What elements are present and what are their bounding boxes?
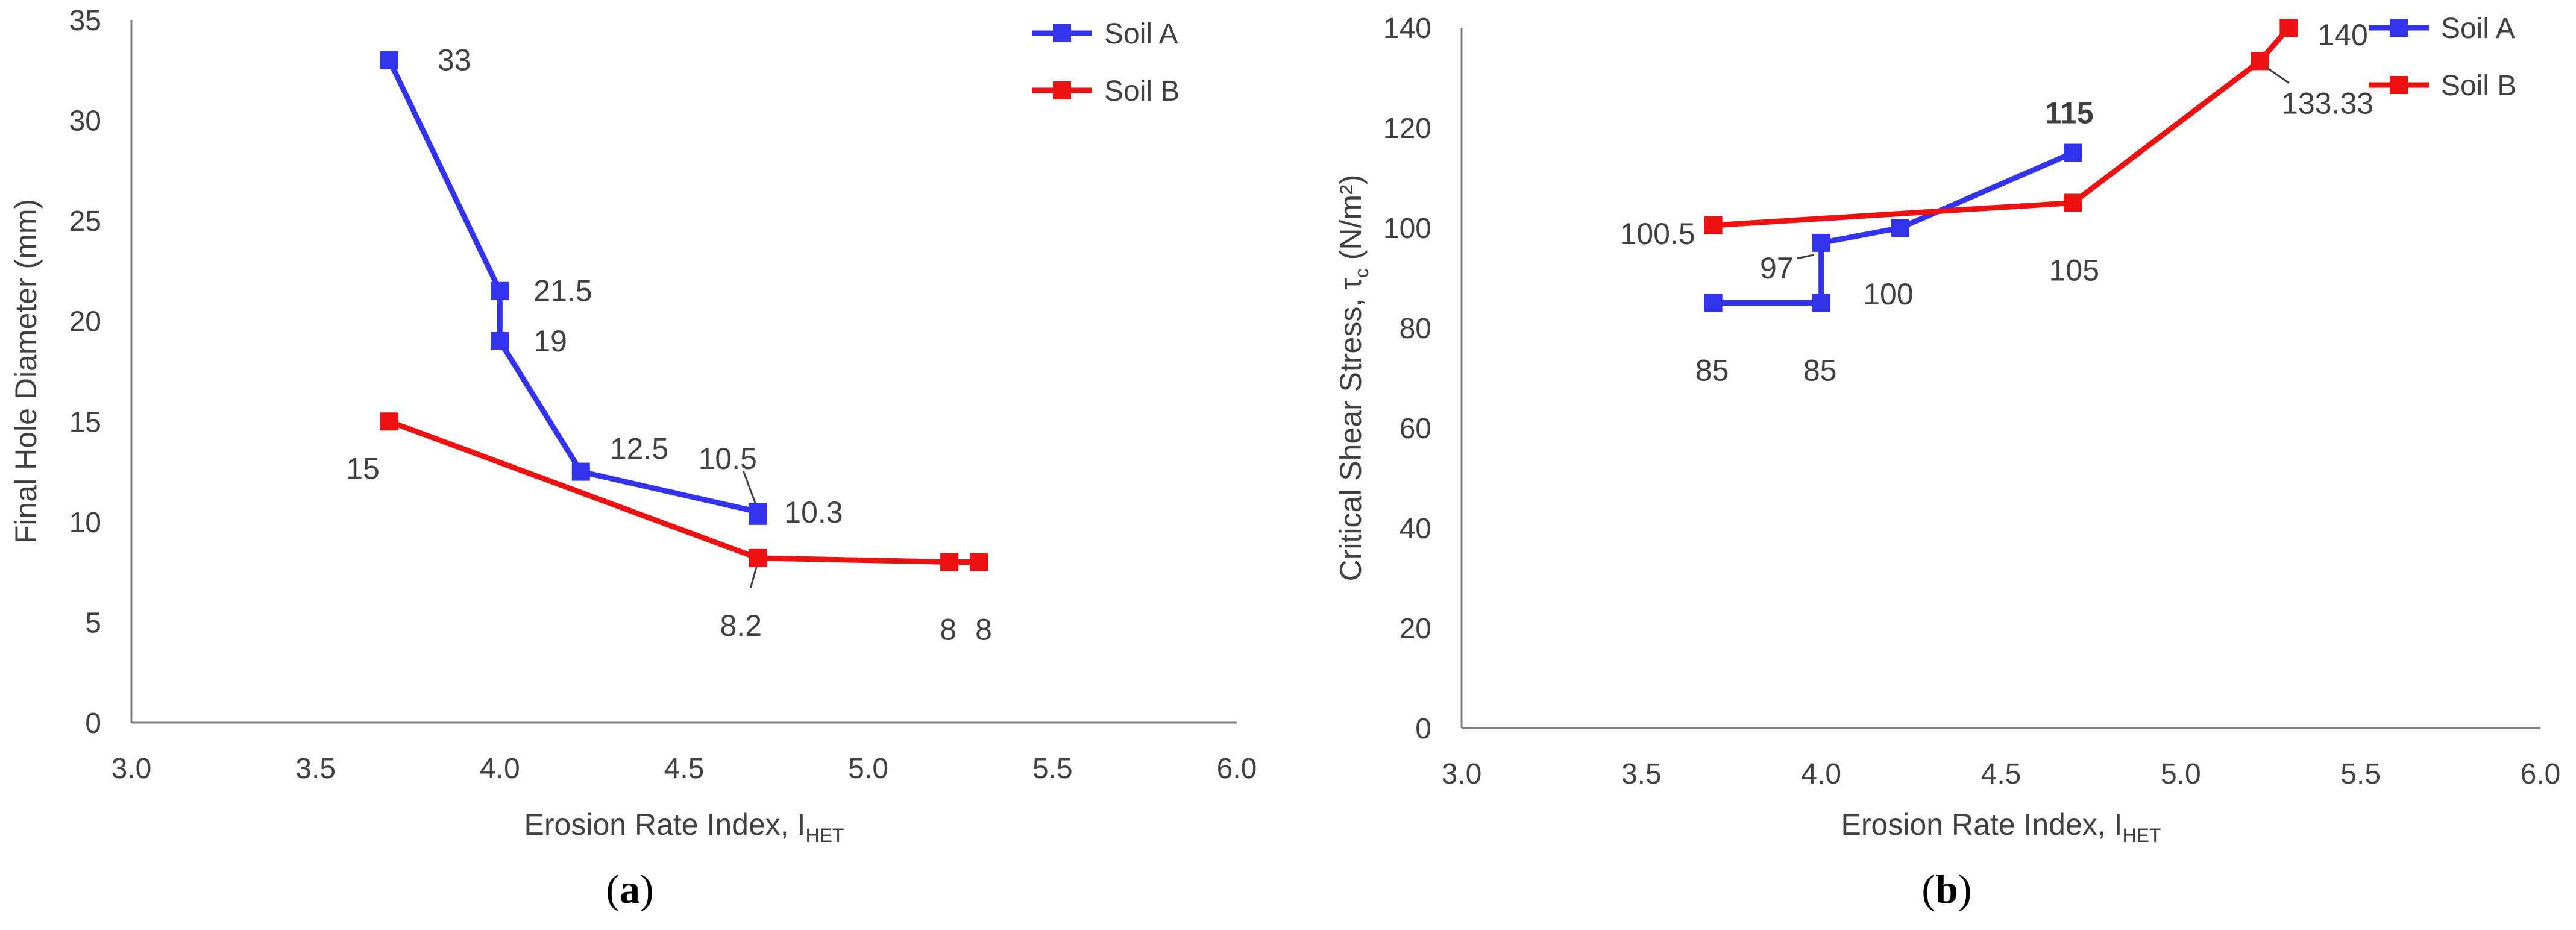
data-point-soil-a-b: [1704, 294, 1723, 312]
legend-marker-soil-a-b: [2390, 19, 2408, 37]
data-label-soil-b-a: 8.2: [720, 609, 762, 643]
series-line-soil-b-b: [1713, 26, 2291, 228]
x-tick-label-b: 5.0: [2161, 758, 2201, 790]
x-tick-label-b: 3.0: [1442, 758, 1482, 790]
legend-label-soil-b-b: Soil B: [2441, 70, 2516, 102]
y-tick-label-b: 80: [1400, 313, 1431, 345]
x-tick-label-a: 4.5: [664, 753, 705, 785]
data-label-soil-a-a: 10.3: [784, 495, 843, 529]
x-tick-label-b: 5.5: [2340, 758, 2381, 790]
data-label-soil-b-b: 140: [2317, 18, 2367, 52]
data-point-soil-a-a: [380, 51, 398, 69]
legend-marker-soil-b-a: [1053, 81, 1071, 99]
data-label-soil-a-b: 115: [2045, 96, 2094, 130]
data-point-soil-b-b: [2064, 193, 2082, 212]
data-label-soil-a-b: 97: [1760, 251, 1794, 285]
data-label-soil-b-b: 133.33: [2281, 86, 2373, 120]
data-point-soil-a-a: [571, 462, 590, 481]
x-axis-label-b: Erosion Rate Index, IHET: [1841, 808, 2161, 846]
y-tick-label-a: 30: [69, 105, 101, 137]
data-label-soil-a-b: 85: [1695, 354, 1729, 388]
leader-line-a: [742, 470, 756, 504]
data-point-soil-a-a: [749, 506, 767, 525]
x-axis-label-a: Erosion Rate Index, IHET: [524, 808, 844, 846]
y-tick-label-b: 40: [1400, 513, 1431, 545]
x-tick-label-b: 4.0: [1801, 758, 1841, 790]
data-label-soil-b-b: 105: [2049, 254, 2099, 287]
y-axis-label-a: Final Hole Diameter (mm): [9, 199, 43, 544]
y-tick-label-a: 35: [69, 5, 101, 37]
leader-line-b: [2265, 66, 2290, 84]
x-tick-label-b: 3.5: [1621, 758, 1662, 790]
data-point-soil-b-a: [380, 412, 398, 431]
data-label-soil-b-a: 15: [346, 451, 380, 485]
data-label-soil-a-b: 100: [1863, 277, 1913, 311]
x-tick-label-b: 6.0: [2521, 758, 2561, 790]
data-label-soil-a-a: 12.5: [610, 432, 668, 466]
y-tick-label-b: 100: [1383, 213, 1431, 245]
x-tick-label-a: 3.0: [112, 753, 152, 785]
y-tick-label-b: 20: [1400, 613, 1431, 645]
data-point-soil-a-b: [1812, 294, 1830, 312]
y-tick-label-b: 120: [1383, 113, 1431, 145]
legend-marker-soil-b-b: [2390, 76, 2408, 94]
data-label-soil-b-b: 100.5: [1620, 217, 1695, 251]
data-point-soil-b-b: [2279, 19, 2298, 37]
y-tick-label-a: 15: [69, 406, 101, 438]
data-label-soil-a-a: 21.5: [533, 274, 592, 308]
data-label-soil-b-a: 8: [940, 612, 957, 646]
y-axis-label-b: Critical Shear Stress, τc (N/m²): [1334, 175, 1372, 582]
data-point-soil-b-a: [749, 548, 767, 567]
x-tick-label-a: 4.0: [480, 753, 520, 785]
data-point-soil-a-a: [491, 332, 509, 351]
legend-marker-soil-a-a: [1053, 24, 1071, 42]
x-tick-label-a: 5.0: [848, 753, 888, 785]
y-tick-label-b: 0: [1415, 713, 1431, 745]
y-tick-label-a: 5: [85, 607, 101, 639]
panel-label-a: (a): [606, 866, 653, 912]
data-point-soil-a-b: [2064, 143, 2082, 162]
data-label-soil-a-b: 85: [1803, 354, 1837, 388]
panel-label-b: (b): [1921, 866, 1971, 912]
y-tick-label-b: 60: [1400, 413, 1431, 445]
legend-label-soil-a-b: Soil A: [2441, 13, 2515, 45]
data-point-soil-a-a: [491, 281, 509, 300]
y-tick-label-a: 20: [69, 306, 101, 338]
x-tick-label-b: 4.5: [1981, 758, 2022, 790]
y-tick-label-b: 140: [1383, 13, 1431, 45]
data-point-soil-a-b: [1812, 233, 1830, 252]
data-point-soil-b-b: [1704, 216, 1723, 234]
y-tick-label-a: 0: [85, 708, 101, 740]
x-tick-label-a: 3.5: [295, 753, 336, 785]
x-tick-label-a: 5.5: [1032, 753, 1073, 785]
data-point-soil-b-a: [940, 553, 959, 571]
leader-line-b: [1797, 254, 1814, 260]
legend-label-soil-b-a: Soil B: [1104, 75, 1180, 107]
y-tick-label-a: 25: [69, 206, 101, 237]
series-line-soil-b-a: [388, 419, 979, 565]
data-point-soil-b-a: [970, 553, 988, 571]
data-label-soil-b-a: 8: [975, 612, 992, 646]
legend-label-soil-a-a: Soil A: [1104, 18, 1178, 50]
data-label-soil-a-a: 19: [533, 324, 567, 358]
data-label-soil-a-a: 33: [438, 43, 471, 77]
data-label-soil-a-a: 10.5: [699, 442, 757, 476]
leader-line-a: [749, 566, 758, 589]
y-tick-label-a: 10: [69, 507, 101, 539]
x-tick-label-a: 6.0: [1217, 753, 1257, 785]
data-point-soil-a-b: [1891, 219, 1909, 237]
